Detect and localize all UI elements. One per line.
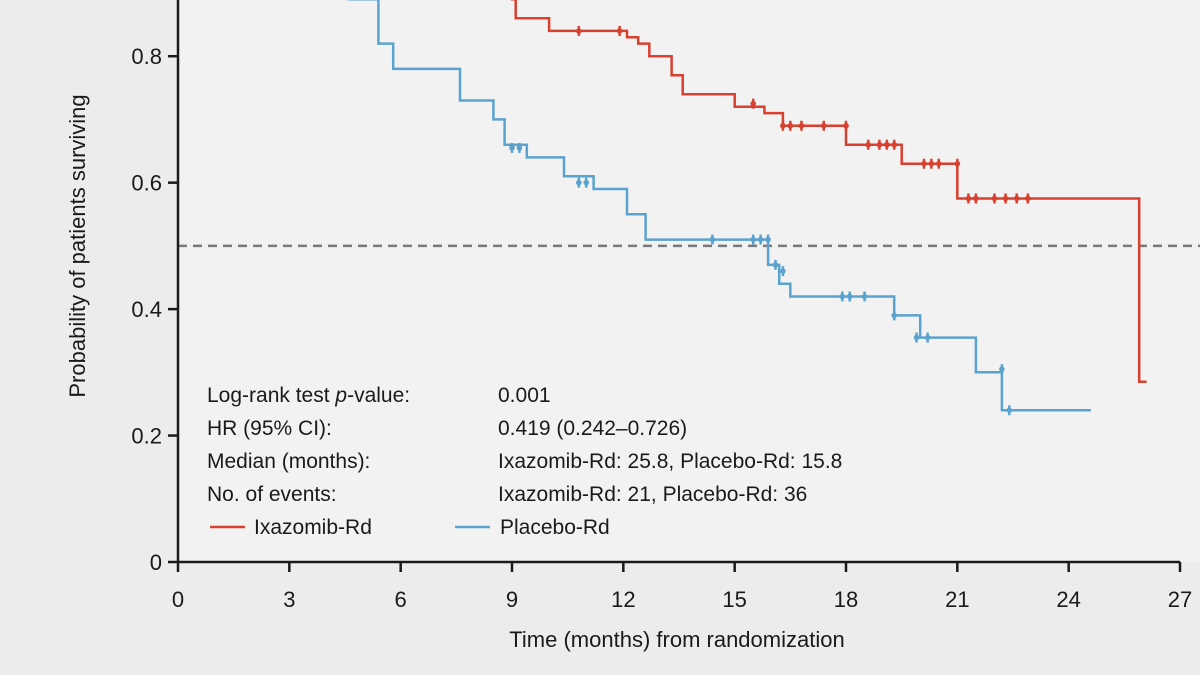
x-tick-label: 6 <box>395 587 407 612</box>
y-axis-label: Probability of patients surviving <box>65 94 90 397</box>
stats-value: 0.001 <box>498 384 551 407</box>
censor-dot-ixazomib-rd <box>991 195 998 202</box>
x-tick-label: 15 <box>722 587 746 612</box>
censor-dot-ixazomib-rd <box>616 28 623 34</box>
stats-label: Median (months): <box>207 450 370 473</box>
stats-value: Ixazomib-Rd: 25.8, Placebo-Rd: 15.8 <box>498 450 842 473</box>
censor-dot-ixazomib-rd <box>954 160 961 167</box>
legend-label-ixazomib-rd: Ixazomib-Rd <box>254 516 372 539</box>
x-axis-label: Time (months) from randomization <box>509 627 844 652</box>
y-tick-label: 0.6 <box>131 171 162 196</box>
censor-dot-placebo-rd <box>891 312 898 319</box>
censor-dot-placebo-rd <box>772 262 779 268</box>
censor-dot-ixazomib-rd <box>965 195 972 202</box>
x-tick-label: 12 <box>611 587 635 612</box>
x-tick-label: 27 <box>1168 587 1192 612</box>
censor-dot-ixazomib-rd <box>928 160 935 167</box>
censor-dot-ixazomib-rd <box>1025 195 1031 202</box>
censor-dot-placebo-rd <box>846 293 853 300</box>
x-tick-label: 0 <box>172 587 184 612</box>
censor-dot-ixazomib-rd <box>1013 195 1020 202</box>
stats-value: 0.419 (0.242–0.726) <box>498 417 687 440</box>
x-tick-label: 3 <box>283 587 295 612</box>
stats-value: Ixazomib-Rd: 21, Placebo-Rd: 36 <box>498 483 807 506</box>
censor-dot-placebo-rd <box>924 334 931 341</box>
censor-dot-placebo-rd <box>516 145 523 151</box>
censor-dot-placebo-rd <box>750 236 757 243</box>
y-tick-label: 0 <box>150 550 162 575</box>
y-tick-label: 0.8 <box>131 44 162 69</box>
censor-dot-ixazomib-rd <box>750 100 757 107</box>
tick-labels-group: 0 3 6 9 12 15 18 21 24 27 0 0.2 0.4 0.6 0.8 <box>131 44 1192 612</box>
censor-dot-ixazomib-rd <box>935 160 942 167</box>
censor-dot-placebo-rd <box>576 179 582 186</box>
censor-dot-ixazomib-rd <box>780 122 786 129</box>
censor-dot-placebo-rd <box>509 145 515 151</box>
y-tick-label: 0.4 <box>131 297 162 322</box>
censor-dot-ixazomib-rd <box>884 141 890 148</box>
censor-dot-ixazomib-rd <box>576 28 582 34</box>
censor-dot-placebo-rd <box>765 236 771 243</box>
stats-label: HR (95% CI): <box>207 417 332 440</box>
censor-dot-ixazomib-rd <box>921 160 927 167</box>
censor-dot-ixazomib-rd <box>973 195 979 202</box>
legend: Ixazomib-Rd Placebo-Rd <box>210 516 610 539</box>
series-line-placebo-rd <box>347 0 1091 412</box>
censor-dot-ixazomib-rd <box>865 141 872 148</box>
censor-dot-placebo-rd <box>913 334 920 341</box>
censor-dot-placebo-rd <box>780 268 786 274</box>
axes-group <box>168 0 1182 572</box>
censor-dot-placebo-rd <box>709 236 716 243</box>
x-tick-label: 18 <box>834 587 858 612</box>
censor-dot-ixazomib-rd <box>843 122 849 129</box>
x-tick-label: 9 <box>506 587 518 612</box>
x-tick-label: 21 <box>945 587 969 612</box>
legend-label-placebo-rd: Placebo-Rd <box>500 516 610 539</box>
stats-label: No. of events: <box>207 483 337 506</box>
censor-dot-ixazomib-rd <box>820 122 827 129</box>
plot-area <box>178 0 1200 562</box>
censor-dot-placebo-rd <box>757 236 764 243</box>
stats-label: Log-rank test p-value: <box>207 384 410 407</box>
censor-dot-placebo-rd <box>861 293 868 300</box>
series-line-ixazomib-rd <box>510 0 1147 384</box>
x-tick-label: 24 <box>1056 587 1080 612</box>
censor-dot-ixazomib-rd <box>891 141 898 148</box>
censor-dot-ixazomib-rd <box>798 122 805 129</box>
stats-annotation: Log-rank test p-value: 0.001 HR (95% CI): 0… <box>207 384 842 506</box>
censor-dot-placebo-rd <box>999 366 1005 372</box>
y-tick-label: 0.2 <box>131 424 162 449</box>
censor-dot-placebo-rd <box>839 293 846 300</box>
censor-dot-placebo-rd <box>1006 407 1013 414</box>
censor-dot-ixazomib-rd <box>787 122 794 129</box>
series-group <box>347 0 1147 416</box>
censor-dot-placebo-rd <box>583 179 590 186</box>
censor-dot-ixazomib-rd <box>1002 195 1009 202</box>
censor-dot-ixazomib-rd <box>876 141 883 148</box>
